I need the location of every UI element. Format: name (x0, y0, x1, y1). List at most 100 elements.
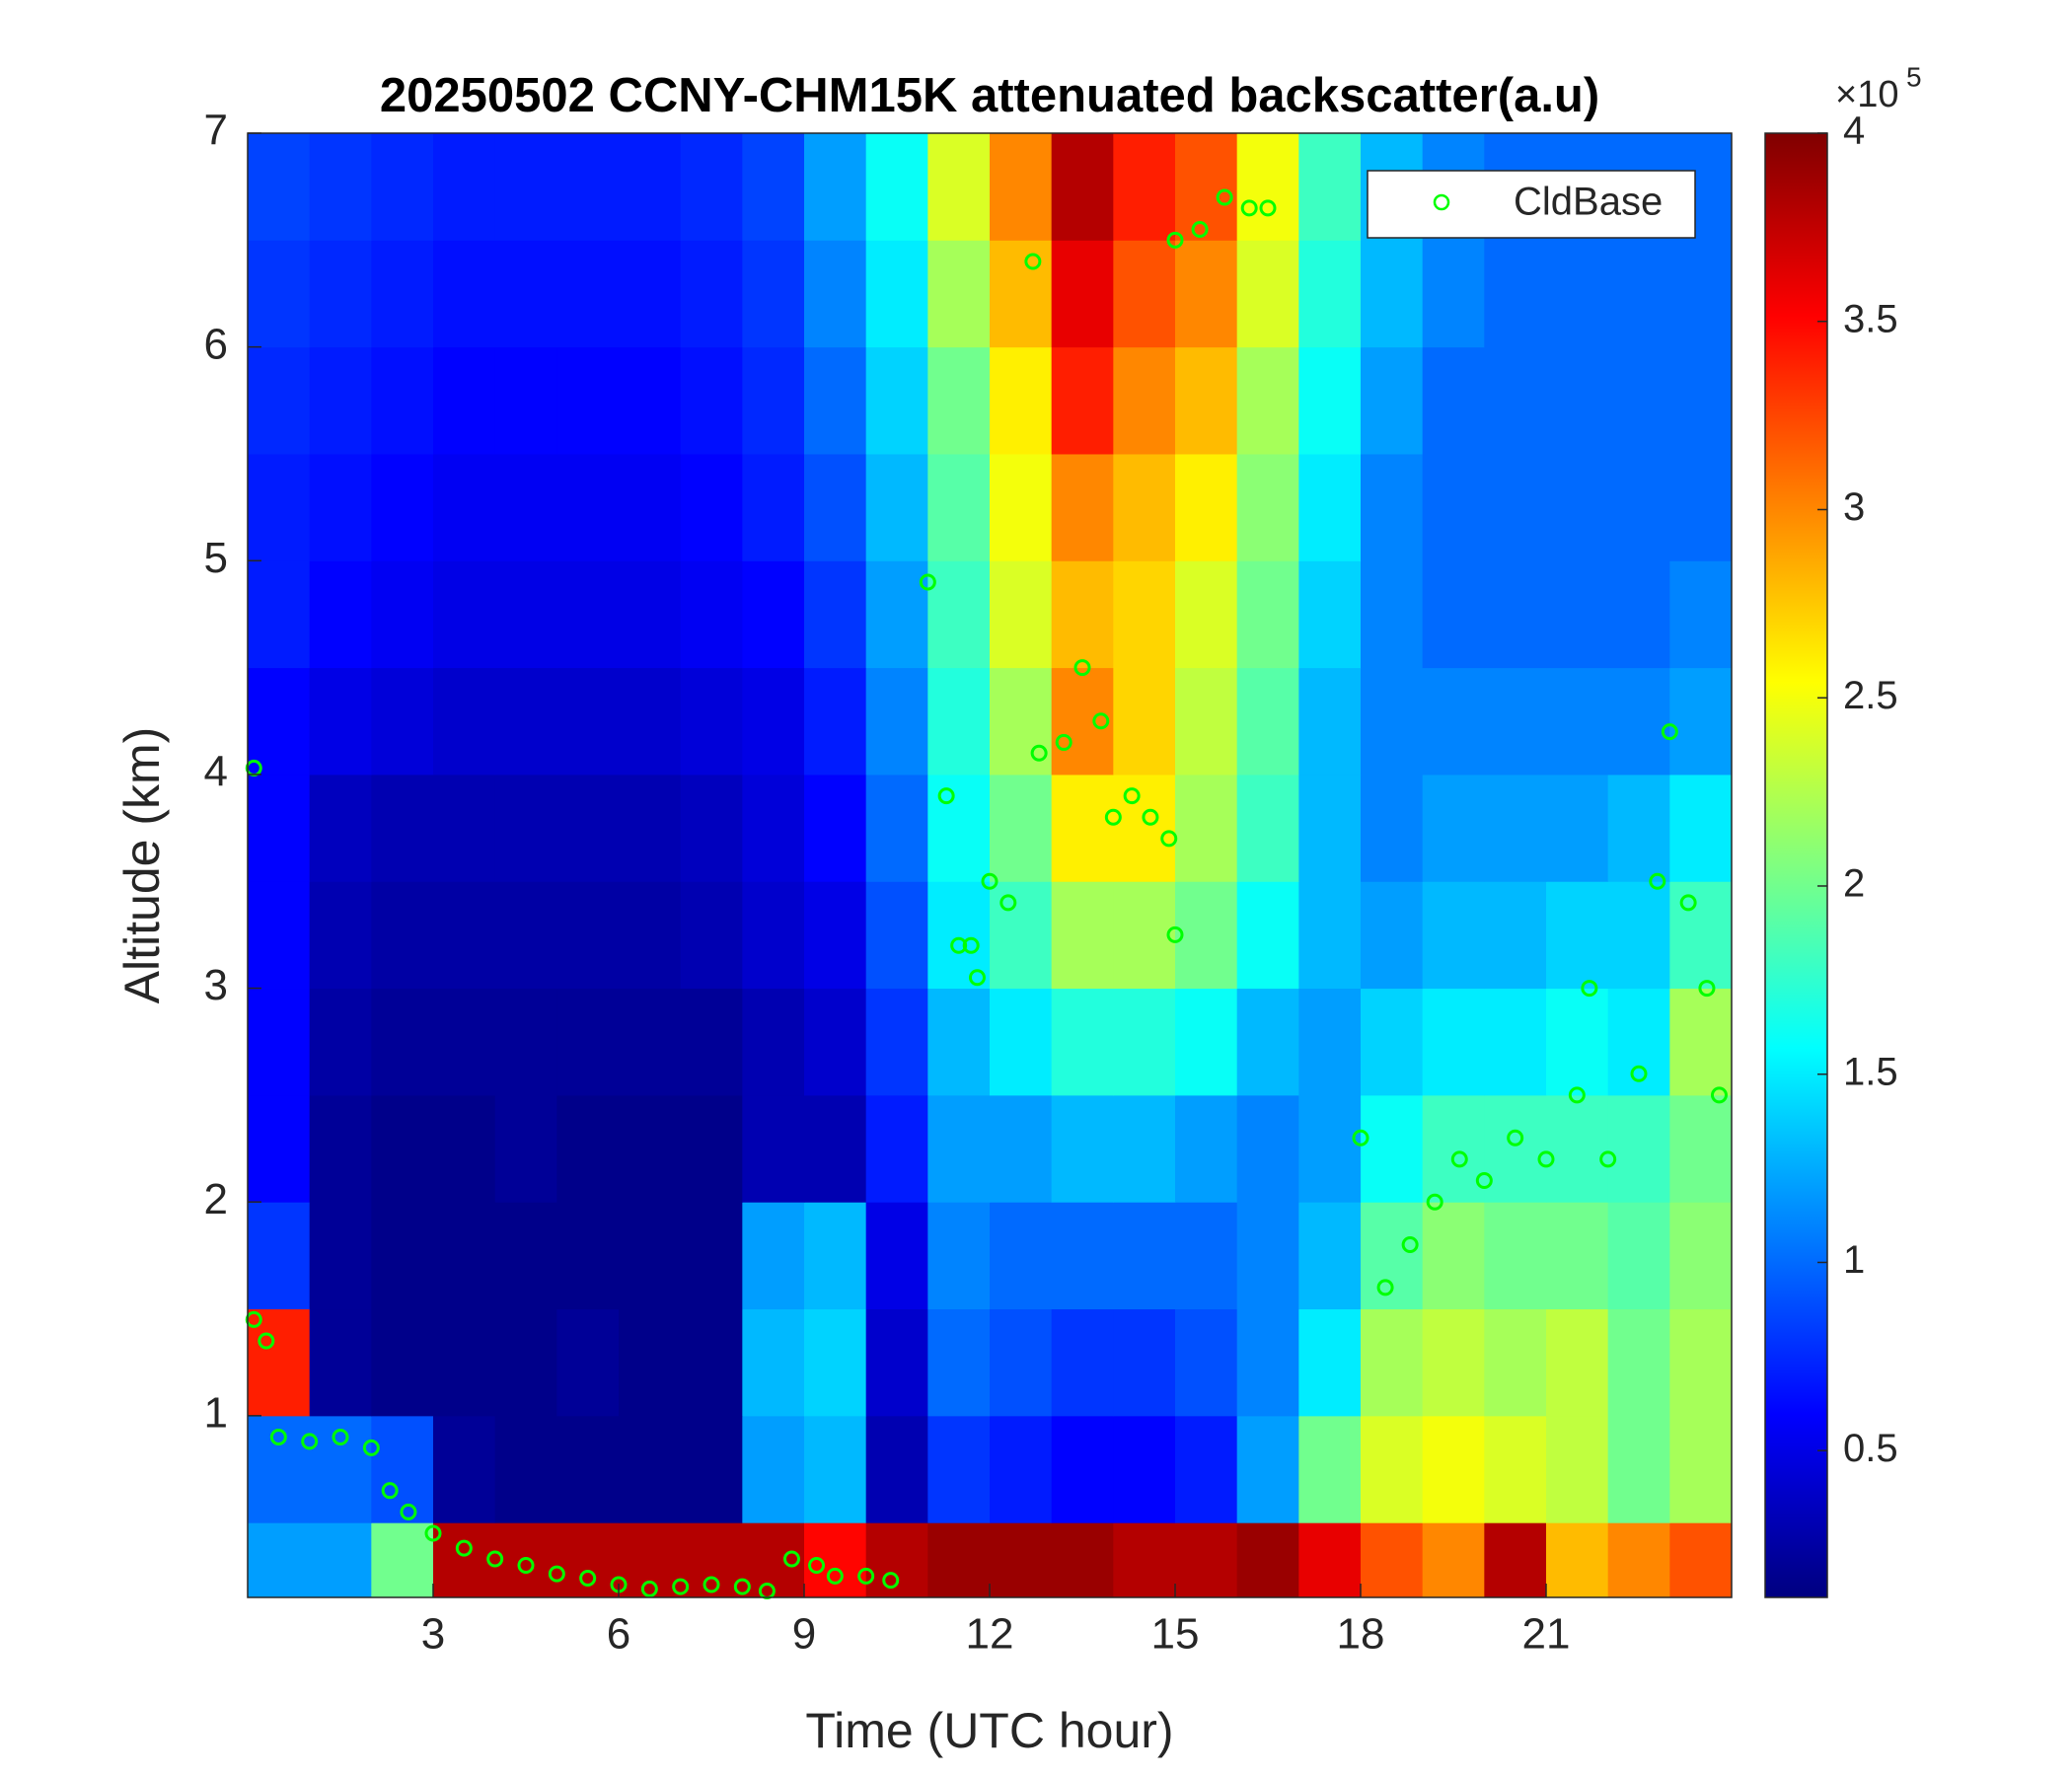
heatmap-cell (619, 453, 682, 561)
heatmap-cell (865, 667, 928, 776)
cloud-base-point (1104, 808, 1122, 826)
heatmap-cell (1361, 1308, 1424, 1417)
heatmap-cell (309, 1308, 372, 1417)
cloud-base-point (1679, 894, 1697, 912)
cloud-base-point (968, 969, 986, 987)
heatmap-cell (556, 988, 620, 1096)
chart-title: 20250502 CCNY-CHM15K attenuated backscat… (380, 69, 1599, 122)
heatmap-cell (1669, 1094, 1733, 1203)
legend-box (1367, 170, 1696, 239)
heatmap-cell (371, 1308, 434, 1417)
heatmap-cell (309, 560, 372, 669)
heatmap-cell (927, 667, 991, 776)
heatmap-cell (1175, 881, 1238, 990)
heatmap-cell (990, 988, 1053, 1096)
heatmap-cell (1546, 881, 1609, 990)
cloud-base-point (332, 1429, 349, 1446)
heatmap-cell (248, 1522, 311, 1598)
heatmap-cell (680, 881, 743, 990)
x-tick-label: 18 (1337, 1610, 1385, 1659)
heatmap-cell (1298, 881, 1362, 990)
heatmap-cell (371, 881, 434, 990)
heatmap-cell (248, 1094, 311, 1203)
cloud-base-point (1376, 1279, 1394, 1296)
colorbar-multiplier: ×10 (1835, 74, 1898, 115)
heatmap-cell (248, 988, 311, 1096)
heatmap-cell (494, 1522, 557, 1598)
heatmap-cell (494, 346, 557, 455)
heatmap-cell (742, 346, 805, 455)
heatmap-cell (1113, 988, 1176, 1096)
y-tick-label: 6 (204, 320, 228, 368)
heatmap-cell (1669, 667, 1733, 776)
heatmap-cell (556, 346, 620, 455)
heatmap-cell (1422, 1308, 1485, 1417)
heatmap-cell (619, 560, 682, 669)
colorbar-tick-label: 4 (1843, 110, 1865, 153)
heatmap-cell (1175, 667, 1238, 776)
heatmap-cell (371, 1094, 434, 1203)
heatmap-cell (619, 988, 682, 1096)
heatmap-cell (742, 1202, 805, 1310)
heatmap-cell (1298, 560, 1362, 669)
heatmap-cell (990, 560, 1053, 669)
heatmap-cell (309, 240, 372, 348)
heatmap-cell (1422, 1094, 1485, 1203)
heatmap-cell (1236, 881, 1299, 990)
heatmap-cell (619, 133, 682, 241)
heatmap-cell (1669, 1202, 1733, 1310)
heatmap-cell (1546, 1522, 1609, 1598)
heatmap-cell (865, 453, 928, 561)
cloud-base-point (919, 573, 936, 591)
cloud-base-point (1240, 199, 1258, 217)
cloud-base-point (548, 1565, 565, 1583)
heatmap-cell (1175, 1522, 1238, 1598)
heatmap-cell (1361, 881, 1424, 990)
heatmap-cell (1484, 453, 1547, 561)
heatmap-cell (1298, 240, 1362, 348)
heatmap-cell (1236, 667, 1299, 776)
heatmap-cell (1422, 1415, 1485, 1523)
x-axis-label: Time (UTC hour) (805, 1703, 1173, 1758)
heatmap-cell (804, 667, 867, 776)
heatmap-cell (1175, 1094, 1238, 1203)
heatmap-cell (680, 1308, 743, 1417)
heatmap-cell (309, 667, 372, 776)
heatmap-cell (1484, 881, 1547, 990)
heatmap-cell (1051, 988, 1114, 1096)
heatmap-cell (433, 988, 496, 1096)
heatmap-cell (1361, 774, 1424, 882)
heatmap-cell (1484, 1308, 1547, 1417)
heatmap-cell (1669, 881, 1733, 990)
heatmap-cell (1236, 774, 1299, 882)
heatmap-cell (1361, 988, 1424, 1096)
cloud-base-point (579, 1570, 597, 1588)
heatmap-cell (1113, 774, 1176, 882)
heatmap-cell (1422, 774, 1485, 882)
cloud-base-point (455, 1539, 473, 1557)
heatmap-cell (248, 774, 311, 882)
y-tick-label: 2 (204, 1175, 228, 1223)
heatmap-cell (371, 1202, 434, 1310)
heatmap-cell (1113, 346, 1176, 455)
heatmap-cell (619, 1202, 682, 1310)
heatmap-cell (1669, 988, 1733, 1096)
heatmap-cell (990, 346, 1053, 455)
cloud-base-point (640, 1580, 658, 1597)
cloud-base-point (1073, 659, 1091, 677)
heatmap-cell (1669, 453, 1733, 561)
heatmap-cell (1361, 667, 1424, 776)
colorbar-tick-label: 0.5 (1843, 1427, 1898, 1470)
cloud-base-point (1450, 1150, 1468, 1168)
heatmap-cell (680, 240, 743, 348)
heatmap-cell (990, 1094, 1053, 1203)
cloud-base-point (1166, 925, 1184, 943)
heatmap-cell (927, 1308, 991, 1417)
heatmap-cell (742, 1308, 805, 1417)
heatmap-cell (1113, 1522, 1176, 1598)
heatmap-cell (1051, 1202, 1114, 1310)
cloud-base-point (486, 1550, 504, 1568)
legend-label: CldBase (1514, 181, 1663, 224)
heatmap-cell (742, 667, 805, 776)
heatmap-cell (990, 667, 1053, 776)
